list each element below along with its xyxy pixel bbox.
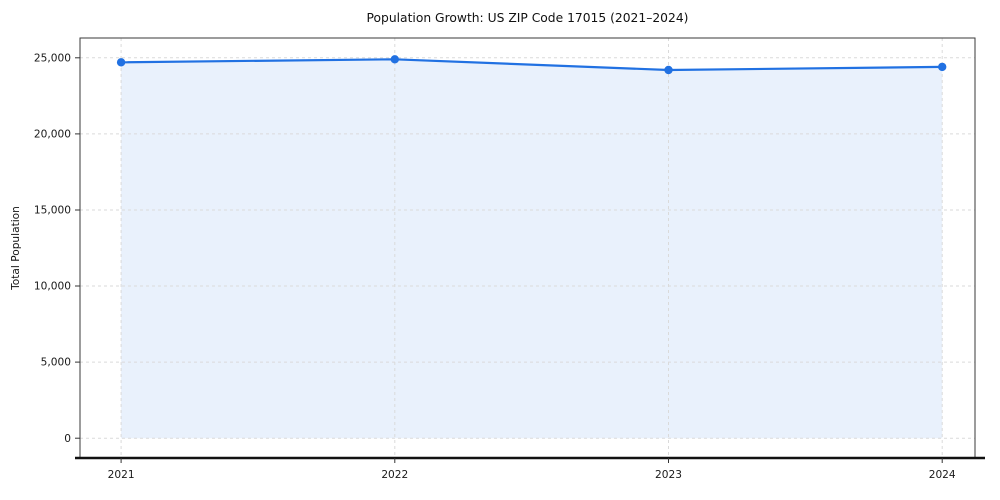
y-tick-label: 25,000 xyxy=(34,52,71,64)
x-tick-label: 2022 xyxy=(381,469,408,481)
data-point-marker xyxy=(116,58,126,67)
x-tick-label: 2024 xyxy=(929,469,956,481)
y-tick-label: 10,000 xyxy=(34,281,71,293)
chart-title: Population Growth: US ZIP Code 17015 (20… xyxy=(366,11,689,25)
x-tick-label: 2021 xyxy=(108,469,135,481)
area-fill xyxy=(121,59,943,439)
line-series xyxy=(119,58,944,72)
data-point-marker xyxy=(938,62,947,72)
y-tick-label: 0 xyxy=(64,433,71,445)
y-tick-label: 20,000 xyxy=(34,129,71,141)
y-tick-label: 5,000 xyxy=(41,357,72,369)
data-point-marker xyxy=(664,65,673,75)
y-tick-label: 15,000 xyxy=(34,205,71,217)
data-point-marker xyxy=(390,55,399,64)
x-tick-label: 2023 xyxy=(655,469,682,481)
y-axis-label: Total Population xyxy=(10,206,22,290)
